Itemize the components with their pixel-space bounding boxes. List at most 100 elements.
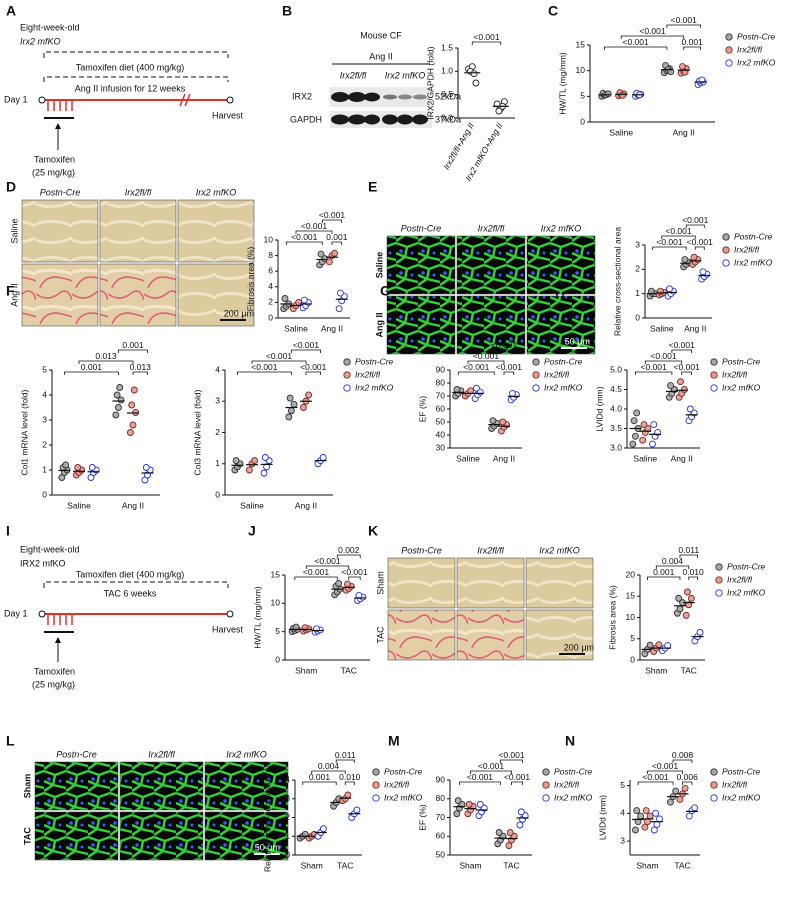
data-point <box>650 826 658 834</box>
p-value: <0.001 <box>650 351 677 361</box>
panel-letter: M <box>388 733 400 749</box>
p-value: <0.001 <box>251 362 278 372</box>
data-point <box>128 401 136 409</box>
bracket <box>671 349 693 353</box>
legend-label: Postn-Cre <box>737 31 776 41</box>
p-value: <0.001 <box>266 351 293 361</box>
p-value: <0.001 <box>300 362 327 372</box>
data-point <box>465 800 473 808</box>
micrograph <box>204 811 289 861</box>
p-value: <0.001 <box>314 556 341 566</box>
y-axis-title: Col1 mRNA level (fold) <box>19 389 29 475</box>
y-tick-label: 2 <box>635 264 640 274</box>
data-point <box>317 250 325 258</box>
y-tick-label: 1 <box>42 464 47 474</box>
bracket <box>493 349 515 353</box>
column-header: Irx2fl/fl <box>125 187 153 197</box>
data-point <box>667 798 674 806</box>
data-point <box>685 601 693 609</box>
legend-marker <box>532 371 540 379</box>
bracket <box>661 235 696 239</box>
p-value: <0.001 <box>671 15 698 25</box>
data-point <box>634 818 642 826</box>
legend-marker <box>343 358 351 366</box>
data-point <box>472 79 480 87</box>
data-point <box>646 812 654 820</box>
p-value: <0.001 <box>642 772 669 782</box>
micrograph <box>526 235 596 295</box>
legend-marker <box>710 781 718 789</box>
bracket <box>634 371 673 375</box>
y-axis-title: Fibrosis area (%) <box>245 246 255 311</box>
p-value: 0.011 <box>678 545 699 555</box>
bracket <box>331 241 343 245</box>
x-tick-label: Saline <box>456 453 480 463</box>
bracket <box>251 360 307 364</box>
micrograph <box>99 263 177 327</box>
timeline-text: Ang II infusion for 12 weeks <box>75 83 186 93</box>
timeline-text: TAC 6 weeks <box>104 588 157 598</box>
legend-label: Irx2fl/fl <box>727 574 753 584</box>
p-value: <0.001 <box>656 237 683 247</box>
micrograph <box>177 199 255 263</box>
data-point <box>630 417 638 425</box>
column-header: Postn-Cre <box>56 749 97 759</box>
data-point <box>453 810 461 818</box>
timeline-text: Eight-week-old <box>20 22 80 32</box>
scale-label: 200 μm <box>564 642 594 652</box>
y-tick-label: 0.5 <box>441 89 453 99</box>
micrograph <box>387 557 456 609</box>
y-tick-label: 0 <box>42 489 47 499</box>
legend-label: Irx2fl/fl <box>737 44 763 54</box>
row-header: TAC <box>22 827 32 845</box>
bracket <box>682 781 693 785</box>
y-tick-label: 0 <box>285 849 290 859</box>
timeline-text: Tamoxifen diet (400 mg/kg) <box>76 569 185 579</box>
data-point <box>699 268 707 276</box>
bracket <box>311 770 346 774</box>
x-tick-label: TAC <box>503 860 519 870</box>
y-tick-label: 0 <box>275 654 280 664</box>
y-axis-title: Relative cross-sectional area <box>612 227 622 336</box>
p-value: 0.001 <box>653 567 675 577</box>
bracket <box>335 759 355 763</box>
x-tick-label: TAC <box>681 665 697 675</box>
p-value: 0.001 <box>682 37 704 47</box>
p-value: <0.001 <box>301 221 328 231</box>
data-point <box>88 464 96 471</box>
bracket <box>672 759 693 763</box>
bracket <box>683 46 702 50</box>
x-tick-label: Saline <box>240 500 264 510</box>
y-tick-label: 2 <box>42 439 47 449</box>
panel-letter: L <box>6 733 15 749</box>
y-tick-label: 5 <box>580 91 585 101</box>
y-tick-label: 0.0 <box>441 112 453 122</box>
x-tick-label: Ang II <box>321 323 343 333</box>
micrograph <box>456 609 525 661</box>
start-dot <box>38 610 46 618</box>
data-point <box>633 807 641 815</box>
y-tick-label: 4 <box>215 364 220 374</box>
legend-marker <box>710 768 718 776</box>
y-tick-label: 70 <box>436 390 446 400</box>
p-value: <0.001 <box>293 340 320 350</box>
data-point <box>644 818 651 826</box>
blot-text: Mouse CF <box>360 30 402 40</box>
blot-text: Ang II <box>369 51 393 61</box>
legend-marker <box>372 781 380 789</box>
p-value: <0.001 <box>687 237 714 247</box>
data-point <box>472 384 480 392</box>
timeline-a: Eight-week-old Irx2 mfKO Tamoxifen diet … <box>4 22 244 177</box>
y-tick-label: 60 <box>436 831 446 841</box>
p-value: 0.001 <box>326 232 348 242</box>
legend-marker <box>715 563 723 571</box>
y-tick-label: 3 <box>635 239 640 249</box>
bracket <box>694 246 705 250</box>
legend-label: Irx2 mfKO <box>384 792 423 802</box>
data-point <box>629 440 637 448</box>
dose-ticks <box>47 614 73 625</box>
y-tick-label: 3 <box>285 793 290 803</box>
x-tick-label: Ang II <box>295 500 317 510</box>
y-tick-label: 1 <box>635 288 640 298</box>
bracket <box>470 770 512 774</box>
